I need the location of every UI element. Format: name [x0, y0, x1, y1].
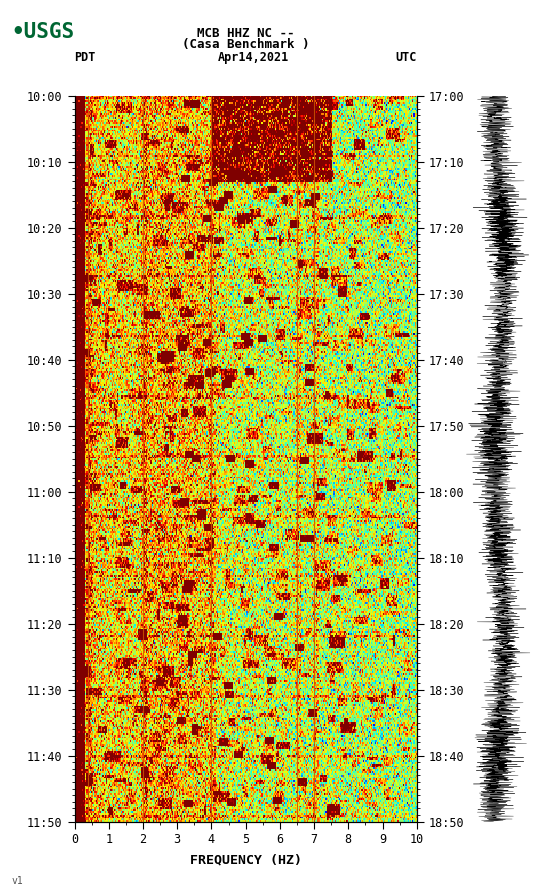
- Text: PDT: PDT: [75, 51, 96, 64]
- X-axis label: FREQUENCY (HZ): FREQUENCY (HZ): [190, 854, 301, 866]
- Text: v1: v1: [11, 876, 23, 886]
- Text: Apr14,2021: Apr14,2021: [218, 51, 289, 64]
- Text: UTC: UTC: [395, 51, 417, 64]
- Text: •USGS: •USGS: [11, 22, 74, 42]
- Text: MCB HHZ NC --: MCB HHZ NC --: [197, 27, 294, 40]
- Text: (Casa Benchmark ): (Casa Benchmark ): [182, 38, 309, 52]
